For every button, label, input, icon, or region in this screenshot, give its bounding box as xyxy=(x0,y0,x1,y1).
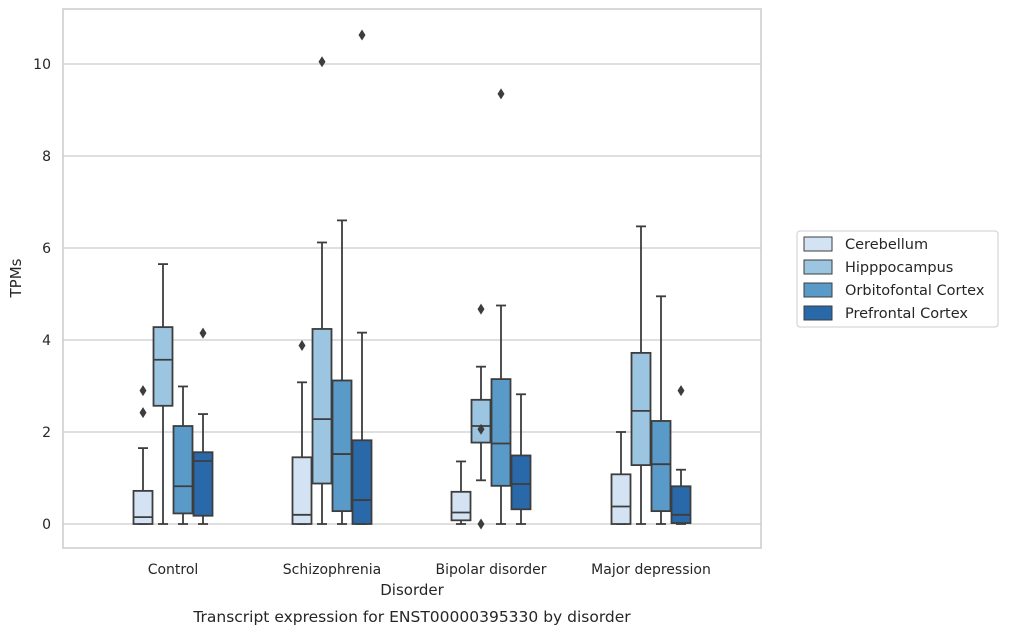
outlier-point xyxy=(318,56,326,68)
outlier-point xyxy=(677,385,685,397)
legend-swatch xyxy=(803,305,833,321)
outlier-point xyxy=(497,88,505,100)
box xyxy=(132,385,154,525)
box-body xyxy=(331,379,353,513)
box xyxy=(172,385,194,525)
box xyxy=(331,219,353,525)
y-axis-label: TPMs xyxy=(7,258,25,298)
outlier-point xyxy=(298,340,306,352)
legend: Cerebellum Hipppocampus Orbitofontal Corte… xyxy=(796,230,999,328)
box-body xyxy=(291,456,313,525)
outlier-point xyxy=(139,407,147,419)
outlier-point xyxy=(358,29,366,41)
legend-frame xyxy=(796,230,999,328)
legend-label: Cerebellum xyxy=(845,237,928,253)
chart-caption: Transcript expression for ENST0000039533… xyxy=(192,608,631,626)
outlier-point xyxy=(477,423,485,435)
x-tick-label: Bipolar disorder xyxy=(435,562,546,578)
box-body xyxy=(490,378,512,487)
box xyxy=(192,327,214,525)
box-body xyxy=(630,351,652,467)
box-body xyxy=(610,473,632,525)
x-axis: Control Schizophrenia Bipolar disorder Majo… xyxy=(148,562,711,578)
box xyxy=(510,393,532,525)
y-tick-label: 8 xyxy=(42,149,51,165)
legend-label: Hipppocampus xyxy=(845,260,953,276)
x-tick-label: Schizophrenia xyxy=(283,562,381,578)
box xyxy=(670,385,692,525)
legend-swatch xyxy=(803,236,833,252)
y-tick-label: 4 xyxy=(42,333,51,349)
box xyxy=(490,88,512,525)
box xyxy=(351,29,373,525)
y-tick-label: 6 xyxy=(42,241,51,257)
box-body xyxy=(670,485,692,524)
box xyxy=(152,263,174,525)
outlier-point xyxy=(139,385,147,397)
box-body xyxy=(311,328,333,485)
legend-swatch xyxy=(803,259,833,275)
box xyxy=(450,460,472,525)
box-body xyxy=(470,398,492,444)
box-body xyxy=(132,489,154,525)
box-body xyxy=(650,420,672,513)
x-axis-label: Disorder xyxy=(380,581,444,599)
box-body xyxy=(450,490,472,522)
y-tick-label: 2 xyxy=(42,425,51,441)
boxes xyxy=(132,29,692,530)
box xyxy=(470,303,492,530)
plot-area-frame xyxy=(62,8,762,549)
legend-swatch xyxy=(803,282,833,298)
box xyxy=(630,225,652,525)
box-body xyxy=(351,439,373,525)
y-tick-label: 10 xyxy=(33,57,51,73)
outlier-point xyxy=(477,518,485,530)
x-tick-label: Major depression xyxy=(591,562,711,578)
box xyxy=(311,56,333,525)
box-body xyxy=(172,425,194,515)
y-tick-label: 0 xyxy=(42,517,51,533)
box-body xyxy=(510,454,532,511)
outlier-point xyxy=(199,327,207,339)
box xyxy=(610,431,632,525)
y-axis: 0 2 4 6 8 10 xyxy=(33,57,51,533)
box-body xyxy=(152,326,174,407)
box xyxy=(650,295,672,525)
legend-label: Prefrontal Cortex xyxy=(845,306,968,322)
box-body xyxy=(192,451,214,517)
box xyxy=(291,340,313,525)
legend-label: Orbitofontal Cortex xyxy=(845,283,985,299)
x-tick-label: Control xyxy=(148,562,199,578)
outlier-point xyxy=(477,303,485,315)
